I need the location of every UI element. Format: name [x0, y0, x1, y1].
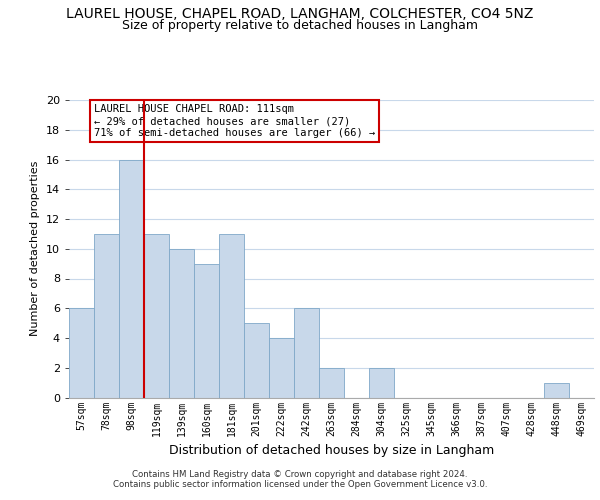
Bar	[194, 264, 219, 398]
Bar	[169, 249, 194, 398]
X-axis label: Distribution of detached houses by size in Langham: Distribution of detached houses by size …	[169, 444, 494, 457]
Bar	[319, 368, 344, 398]
Text: Size of property relative to detached houses in Langham: Size of property relative to detached ho…	[122, 18, 478, 32]
Bar	[244, 323, 269, 398]
Bar	[119, 160, 144, 398]
Bar	[94, 234, 119, 398]
Text: Contains HM Land Registry data © Crown copyright and database right 2024.
Contai: Contains HM Land Registry data © Crown c…	[113, 470, 487, 489]
Bar	[544, 382, 569, 398]
Bar	[369, 368, 394, 398]
Bar	[269, 338, 294, 398]
Bar	[144, 234, 169, 398]
Y-axis label: Number of detached properties: Number of detached properties	[30, 161, 40, 336]
Bar	[219, 234, 244, 398]
Bar	[294, 308, 319, 398]
Text: LAUREL HOUSE, CHAPEL ROAD, LANGHAM, COLCHESTER, CO4 5NZ: LAUREL HOUSE, CHAPEL ROAD, LANGHAM, COLC…	[67, 8, 533, 22]
Bar	[69, 308, 94, 398]
Text: LAUREL HOUSE CHAPEL ROAD: 111sqm
← 29% of detached houses are smaller (27)
71% o: LAUREL HOUSE CHAPEL ROAD: 111sqm ← 29% o…	[94, 104, 375, 138]
